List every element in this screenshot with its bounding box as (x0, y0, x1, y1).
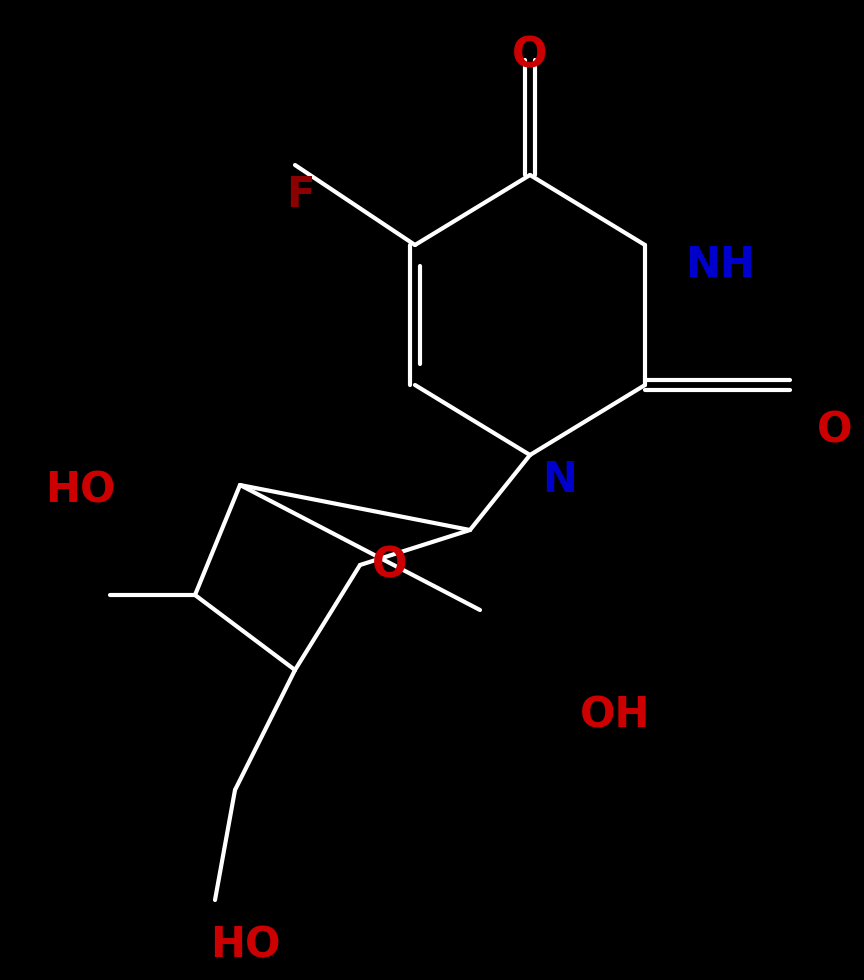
Text: OH: OH (580, 694, 651, 736)
Text: HO: HO (210, 924, 280, 966)
Text: O: O (512, 34, 548, 76)
Text: N: N (543, 459, 577, 501)
Text: NH: NH (685, 244, 755, 286)
Text: HO: HO (45, 469, 115, 511)
Text: O: O (372, 544, 408, 586)
Text: F: F (286, 174, 314, 216)
Text: O: O (817, 409, 853, 451)
